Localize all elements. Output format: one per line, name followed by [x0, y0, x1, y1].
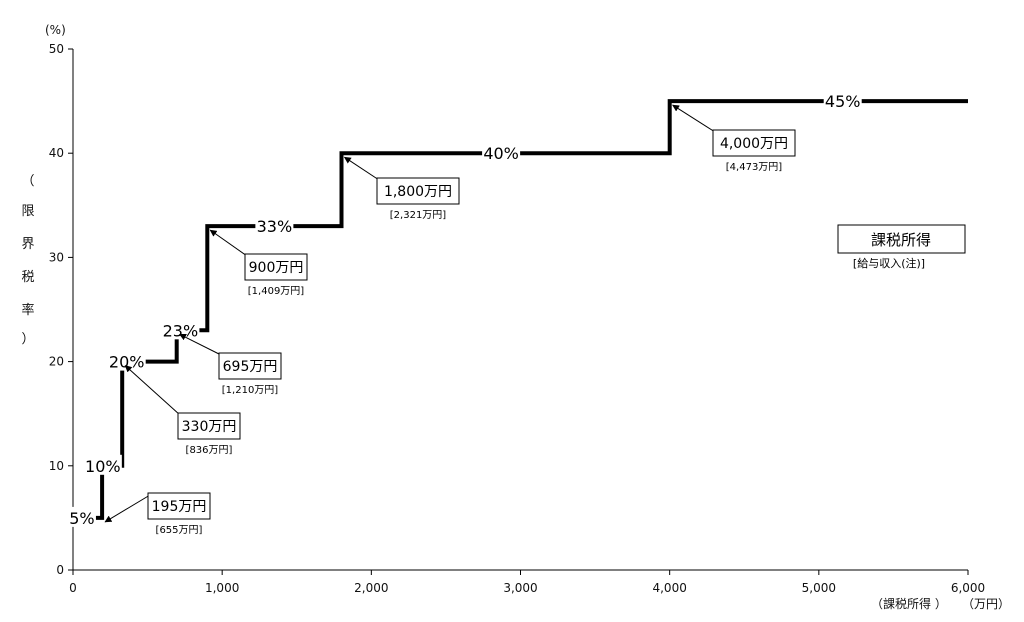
annotation-label: 900万円: [249, 260, 304, 276]
annotation-label: 695万円: [223, 359, 278, 375]
y-tick-label: 50: [49, 42, 64, 56]
annotation-label: 330万円: [182, 419, 237, 435]
annotation-sub-label: [2,321万円]: [390, 210, 447, 221]
rate-label: 23%: [163, 321, 199, 340]
annotation-label: 4,000万円: [720, 136, 788, 152]
annotation-sub-label: [1,409万円]: [248, 286, 305, 297]
x-tick-label: 0: [69, 581, 77, 595]
annotation-label: 1,800万円: [384, 184, 452, 200]
y-tick-label: 30: [49, 250, 64, 264]
annotation-box: [218, 352, 282, 380]
rate-label: 45%: [825, 92, 861, 111]
annotation-box: [244, 253, 308, 281]
x-axis-title: （課税所得 ）: [871, 596, 947, 611]
annotation-box: [177, 412, 241, 440]
y-tick-label: 10: [49, 459, 64, 473]
annotation-box: [712, 129, 796, 157]
y-axis-title-char: （: [21, 174, 34, 189]
annotation-arrow: [179, 333, 222, 356]
rate-label: 10%: [85, 457, 121, 476]
annotation-sub-label: [836万円]: [186, 445, 233, 456]
y-axis-title-char: ）: [21, 332, 34, 347]
rate-label-bg: [823, 90, 862, 111]
y-tick-label: 0: [56, 563, 64, 577]
x-tick-label: 3,000: [503, 581, 537, 595]
x-tick-label: 1,000: [205, 581, 239, 595]
x-tick-label: 2,000: [354, 581, 388, 595]
y-tick-label: 20: [49, 355, 64, 369]
annotation-sub-label: [655万円]: [156, 525, 203, 536]
legend: 課税所得 [給与収入(注)]: [837, 224, 966, 270]
axes: 0 10 20 30 40 50 0 1,000 2,000 3,000 4,000 5,000 6,0…: [21, 23, 1010, 611]
annotation-arrow: [209, 229, 248, 257]
x-tick-label: 5,000: [802, 581, 836, 595]
annotation-box: [376, 177, 460, 205]
rate-label-bg: [83, 454, 122, 475]
rate-label-bg: [482, 142, 521, 163]
annotation-arrow: [104, 494, 151, 523]
rate-label-bg: [255, 215, 294, 236]
annotation-sub-label: [4,473万円]: [726, 162, 783, 173]
rate-label-bg: [107, 350, 146, 371]
x-tick-label: 6,000: [951, 581, 985, 595]
annotation-box: [147, 492, 211, 520]
rate-label: 5%: [69, 509, 94, 528]
y-axis-title-char: 限: [21, 204, 34, 219]
legend-label: 課税所得: [871, 231, 931, 249]
rate-label-bg: [161, 319, 200, 340]
annotations: 195万円 [655万円] 330万円 [836万円] 695万円 [1,210万円] 90…: [104, 104, 796, 536]
y-axis-title-char: 界: [21, 237, 34, 252]
rate-label: 40%: [483, 144, 519, 163]
annotation-arrow: [672, 104, 716, 133]
y-tick-label: 40: [49, 146, 64, 160]
annotation-arrow: [343, 156, 380, 181]
y-axis-title-char: 税: [21, 270, 34, 285]
rate-label: 33%: [257, 217, 293, 236]
rate-labels: 5% 10% 20% 23% 33% 40% 45%: [67, 90, 862, 528]
legend-box: [837, 224, 966, 254]
annotation-arrow: [124, 365, 181, 416]
annotation-sub-label: [1,210万円]: [222, 385, 279, 396]
annotation-label: 195万円: [152, 499, 207, 515]
legend-sub-label: [給与収入(注)]: [853, 256, 925, 270]
x-tick-label: 4,000: [652, 581, 686, 595]
x-unit-label: （万円）: [962, 597, 1010, 611]
rate-label-bg: [67, 506, 96, 527]
y-axis-title-char: 率: [21, 302, 34, 318]
rate-label: 20%: [109, 353, 145, 372]
y-unit-label: (%): [45, 23, 66, 37]
